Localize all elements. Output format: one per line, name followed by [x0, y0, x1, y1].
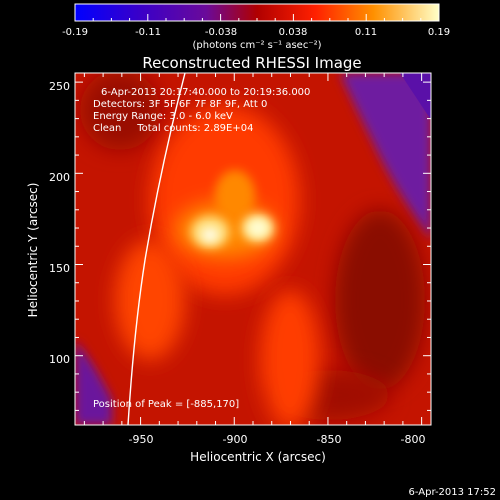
- image-title: Reconstructed RHESSI Image: [142, 54, 361, 72]
- x-tick-label: -800: [401, 433, 426, 446]
- y-axis-label: Heliocentric Y (arcsec): [26, 183, 40, 318]
- footer-timestamp: 6-Apr-2013 17:52: [409, 487, 496, 498]
- clean-counts-text: Clean Total counts: 2.89E+04: [93, 123, 253, 134]
- solar-limb-line: [127, 73, 186, 425]
- y-tick-label: 150: [49, 262, 70, 275]
- peak-position-text: Position of Peak = [-885,170]: [93, 399, 239, 410]
- colorbar-tick-label: -0.11: [135, 27, 161, 38]
- energy-range-text: Energy Range: 3.0 - 6.0 keV: [93, 111, 233, 122]
- time-range-text: 6-Apr-2013 20:17:40.000 to 20:19:36.000: [101, 87, 310, 98]
- x-tick-label: -850: [317, 433, 342, 446]
- y-tick-label: 250: [49, 80, 70, 93]
- colorbar-tick-label: -0.19: [62, 27, 88, 38]
- colorbar-ticks: [74, 14, 440, 21]
- rhessi-image: [75, 73, 431, 425]
- colorbar-tick-label: 0.19: [428, 27, 450, 38]
- detectors-text: Detectors: 3F 5F 6F 7F 8F 9F, Att 0: [93, 99, 267, 110]
- x-axis-label: Heliocentric X (arcsec): [190, 450, 326, 464]
- colorbar-units-label: (photons cm⁻² s⁻¹ asec⁻²): [192, 40, 321, 51]
- colorbar-tick-label: -0.038: [205, 27, 237, 38]
- y-tick-label: 100: [49, 353, 70, 366]
- colorbar-tick-label: 0.038: [279, 27, 308, 38]
- axis-ticks: [75, 73, 431, 425]
- y-tick-label: 200: [49, 171, 70, 184]
- x-tick-label: -950: [129, 433, 154, 446]
- colorbar-tick-label: 0.11: [355, 27, 377, 38]
- x-tick-label: -900: [223, 433, 248, 446]
